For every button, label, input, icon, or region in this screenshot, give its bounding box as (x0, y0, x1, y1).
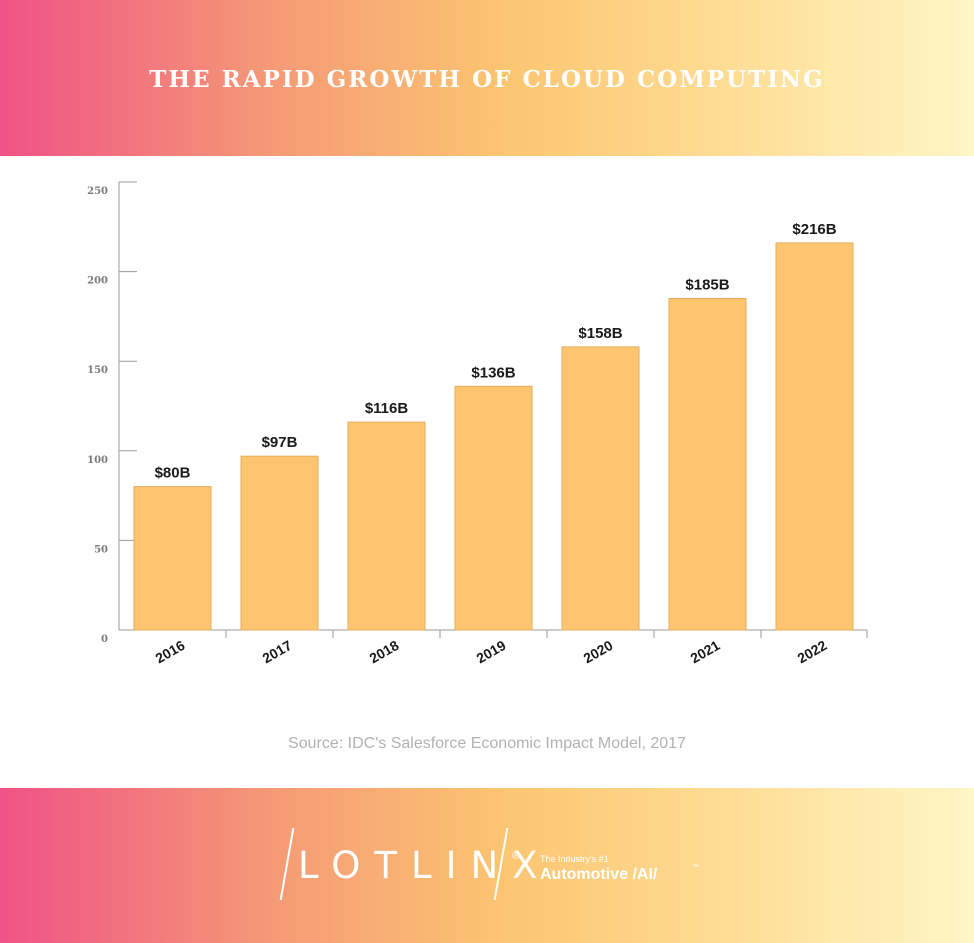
x-tick-label: 2021 (688, 637, 723, 667)
bar-chart: 0 50 100 150 200 250 $80B 2016 $97B 2017 $116B 2018… (87, 181, 868, 667)
lotlinx-logo: LOTLINX ® The Industry's #1 Automotive /… (278, 828, 699, 902)
data-label: $185B (685, 276, 729, 293)
bar-2017 (240, 455, 319, 631)
x-tick-label: 2018 (367, 637, 402, 667)
tagline-big: Automotive /AI/ (540, 866, 658, 883)
data-label: $116B (365, 400, 409, 417)
bar-2016 (133, 486, 212, 631)
y-tick-label: 250 (87, 186, 108, 197)
bar-2018 (347, 421, 426, 631)
x-tick-label: 2017 (260, 637, 295, 667)
y-tick-label: 50 (94, 544, 108, 555)
x-tick-label: 2022 (795, 637, 830, 667)
chart-title: THE RAPID GROWTH OF CLOUD COMPUTING (149, 66, 825, 93)
data-label: $136B (471, 364, 515, 381)
source-note: Source: IDC's Salesforce Economic Impact… (288, 735, 686, 752)
y-tick-label: 100 (87, 455, 108, 466)
bar-2021 (668, 297, 747, 631)
data-label: $80B (155, 465, 191, 482)
y-tick-label: 0 (101, 634, 108, 645)
y-tick-label: 200 (87, 276, 108, 287)
logo-left-slash (279, 828, 295, 900)
header-banner (0, 0, 974, 156)
x-tick-label: 2016 (153, 637, 188, 667)
trademark-mark: ™ (692, 864, 699, 871)
footer-banner (0, 788, 974, 943)
data-label: $158B (578, 325, 622, 342)
bar-2022 (775, 242, 854, 631)
x-tick-label: 2019 (474, 637, 509, 667)
tagline-small: The Industry's #1 (540, 854, 609, 864)
bar-2019 (454, 385, 533, 631)
data-label: $216B (792, 221, 836, 238)
bar-2020 (561, 346, 640, 631)
y-tick-label: 150 (87, 365, 108, 376)
x-tick-label: 2020 (581, 637, 616, 667)
data-label: $97B (262, 434, 298, 451)
registered-mark: ® (512, 850, 521, 862)
